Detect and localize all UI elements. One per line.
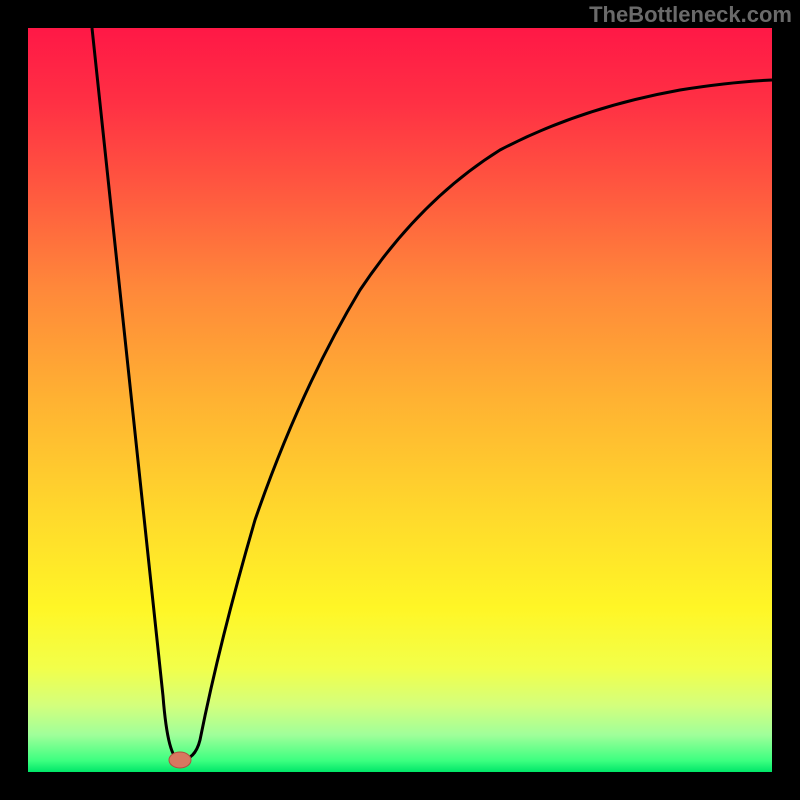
plot-area <box>28 28 772 772</box>
optimal-point-marker <box>169 752 191 768</box>
watermark-text: TheBottleneck.com <box>589 2 792 27</box>
bottleneck-chart: TheBottleneck.com <box>0 0 800 800</box>
chart-container: TheBottleneck.com <box>0 0 800 800</box>
